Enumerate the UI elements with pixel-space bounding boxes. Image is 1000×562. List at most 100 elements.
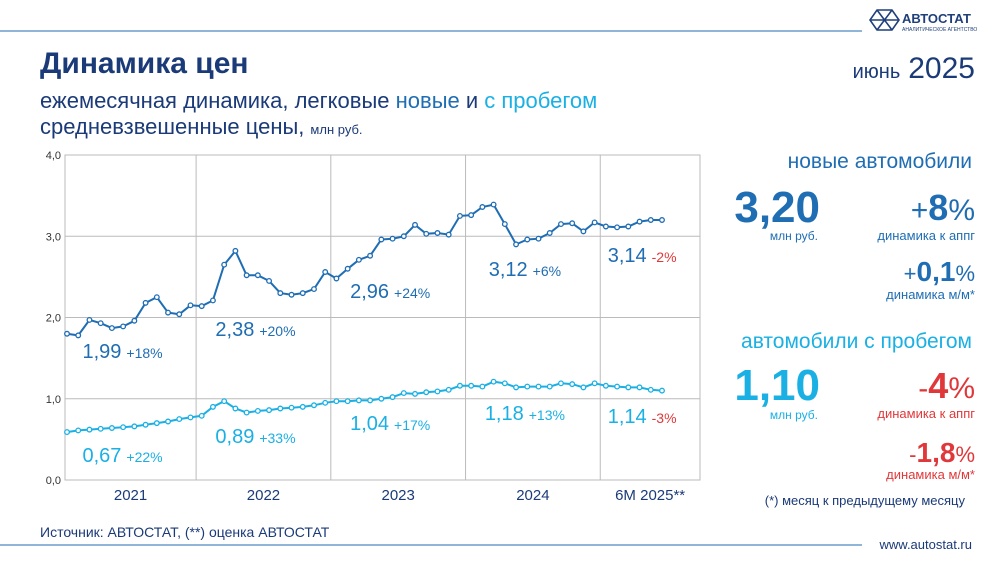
yoy: -4% bbox=[918, 365, 975, 406]
point bbox=[86, 426, 93, 433]
y-tick-label: 2,0 bbox=[46, 313, 61, 325]
point bbox=[131, 317, 138, 324]
subtitle-new: новые bbox=[396, 88, 460, 113]
mom-value: 0,1 bbox=[917, 256, 956, 287]
point bbox=[591, 219, 598, 226]
point bbox=[344, 398, 351, 405]
point bbox=[490, 378, 497, 385]
point bbox=[355, 397, 362, 404]
panel: автомобили с пробегом 1,10 млн руб. -4% … bbox=[734, 330, 975, 508]
annotation-value: 3,14 bbox=[608, 245, 647, 267]
subtitle-text: ежемесячная динамика, легковые bbox=[40, 88, 396, 113]
point bbox=[176, 416, 183, 423]
annotation-value: 2,38 bbox=[215, 319, 254, 341]
point bbox=[535, 235, 542, 242]
annotation-change: +33% bbox=[259, 430, 295, 446]
annotation-value: 1,14 bbox=[608, 406, 647, 428]
x-tick-label: 2021 bbox=[114, 487, 147, 504]
point bbox=[355, 256, 362, 263]
annotation: 2,38 +20% bbox=[215, 319, 295, 341]
point bbox=[254, 272, 261, 279]
point bbox=[569, 220, 576, 227]
point bbox=[558, 221, 564, 228]
point bbox=[322, 269, 329, 275]
point bbox=[602, 223, 609, 230]
point bbox=[277, 405, 284, 412]
point bbox=[333, 398, 340, 405]
annotation: 1,99 +18% bbox=[82, 341, 162, 363]
period-year: 2025 bbox=[908, 52, 975, 85]
annotation: 1,04 +17% bbox=[350, 413, 430, 435]
point bbox=[659, 217, 665, 223]
plot: 0,0 1,0 2,0 3,0 4,0 2021 2022 2023 2024 6М 2025**… bbox=[46, 150, 701, 504]
point bbox=[524, 383, 531, 390]
point bbox=[367, 252, 374, 259]
yoy-label: динамика к аппг bbox=[877, 228, 975, 243]
pct: % bbox=[955, 261, 975, 286]
point bbox=[277, 290, 284, 297]
point bbox=[445, 231, 452, 238]
point bbox=[176, 311, 183, 318]
point bbox=[513, 241, 520, 248]
annotation-value: 1,04 bbox=[350, 413, 389, 435]
annotation: 1,14 -3% bbox=[608, 406, 677, 428]
x-tick-label: 2022 bbox=[247, 487, 280, 504]
subtitle-used: с пробегом bbox=[484, 88, 597, 113]
point bbox=[614, 224, 621, 231]
point bbox=[535, 383, 542, 390]
panel-heading: автомобили с пробегом bbox=[741, 330, 972, 353]
point bbox=[501, 380, 508, 387]
point bbox=[288, 404, 295, 411]
mom-value: 1,8 bbox=[917, 437, 956, 468]
panel: новые автомобили 3,20 млн руб. +8% динам… bbox=[734, 150, 975, 302]
site: www.autostat.ru bbox=[879, 537, 973, 552]
point bbox=[187, 414, 194, 421]
point bbox=[636, 218, 643, 225]
point bbox=[625, 223, 632, 230]
point bbox=[153, 294, 160, 301]
point bbox=[558, 380, 564, 387]
sign: + bbox=[904, 261, 917, 286]
point bbox=[647, 217, 654, 223]
point bbox=[198, 303, 205, 310]
price: 3,20 bbox=[734, 183, 820, 232]
point bbox=[243, 272, 250, 279]
subtitle-text: средневзвешенные цены, bbox=[40, 114, 304, 139]
point bbox=[322, 399, 329, 406]
sign: - bbox=[918, 372, 928, 405]
y-tick-label: 0,0 bbox=[46, 475, 61, 487]
yoy-value: 8 bbox=[928, 187, 948, 228]
point bbox=[97, 425, 104, 432]
pct: % bbox=[948, 372, 975, 405]
point bbox=[232, 247, 239, 254]
subtitle-and: и bbox=[460, 88, 485, 113]
point bbox=[187, 302, 194, 309]
title: Динамика цен bbox=[40, 47, 249, 80]
annotation-value: 1,18 bbox=[485, 403, 524, 425]
period: июнь 2025 bbox=[853, 52, 975, 85]
plot-frame bbox=[64, 154, 701, 481]
point bbox=[209, 297, 216, 304]
mom-label: динамика м/м* bbox=[886, 467, 975, 482]
point bbox=[445, 386, 452, 393]
point bbox=[434, 388, 441, 395]
x-tick-label: 2023 bbox=[381, 487, 414, 504]
point bbox=[165, 418, 171, 425]
subtitle: ежемесячная динамика, легковые новые и с… bbox=[40, 88, 597, 113]
point bbox=[456, 382, 463, 389]
point bbox=[120, 323, 127, 330]
point bbox=[580, 228, 587, 235]
point bbox=[86, 316, 93, 323]
unit: млн руб. bbox=[770, 229, 818, 243]
yoy-value: 4 bbox=[928, 365, 948, 406]
point bbox=[378, 395, 385, 402]
point bbox=[299, 290, 306, 297]
point bbox=[311, 402, 317, 409]
point bbox=[131, 423, 138, 430]
sign: - bbox=[909, 442, 916, 467]
logo-icon bbox=[869, 9, 900, 31]
subtitle-2: средневзвешенные цены, млн руб. bbox=[40, 114, 363, 139]
annotation: 0,67 +22% bbox=[82, 445, 162, 467]
annotation-change: +20% bbox=[259, 323, 295, 339]
